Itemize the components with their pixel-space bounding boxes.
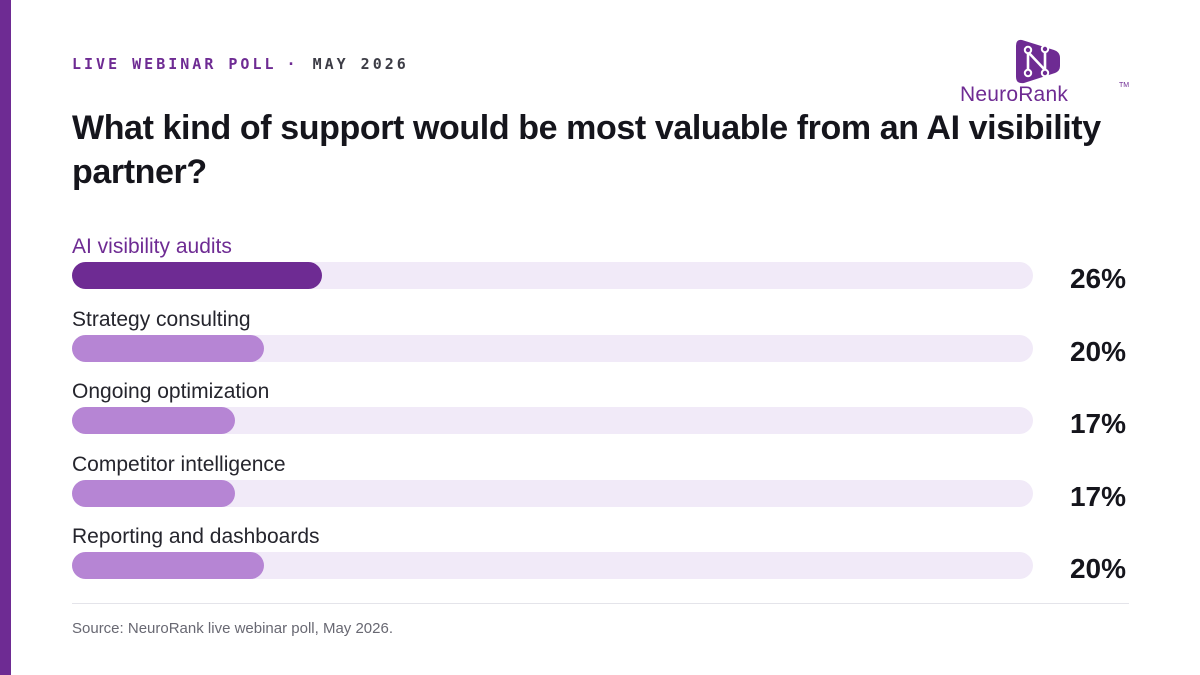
bar-fill (72, 479, 235, 507)
category-label: Competitor intelligence (72, 452, 286, 476)
eyebrow-date: MAY 2026 (312, 55, 409, 73)
bar-track (72, 407, 1033, 434)
bar-row: Ongoing optimization 17% (72, 373, 1132, 446)
bar-fill (72, 262, 322, 289)
value-label: 20% (1069, 553, 1126, 584)
bar-row: Competitor intelligence 17% (72, 446, 1132, 519)
neurorank-logo: NeuroRank TM (955, 38, 1135, 108)
poll-results-chart: AI visibility audits 26% Strategy consulti… (72, 228, 1132, 591)
bar-fill (72, 552, 264, 579)
logo-trademark: TM (1119, 82, 1130, 89)
category-label: Reporting and dashboards (72, 525, 320, 548)
eyebrow-separator: · (286, 55, 299, 73)
left-accent-stripe (0, 0, 11, 675)
bar-track (72, 552, 1033, 579)
value-label: 26% (1069, 263, 1126, 294)
eyebrow: LIVE WEBINAR POLL · MAY 2026 (72, 54, 409, 74)
bar-row: Strategy consulting 20% (72, 301, 1132, 374)
poll-question-title: What kind of support would be most valua… (72, 109, 1101, 191)
bar-track (72, 479, 1033, 507)
category-label: AI visibility audits (72, 235, 232, 258)
bar-track (72, 334, 1033, 362)
value-label: 20% (1069, 335, 1126, 367)
eyebrow-label: LIVE WEBINAR POLL (72, 55, 277, 73)
bar-row: AI visibility audits 26% (72, 228, 1132, 301)
value-label: 17% (1069, 408, 1126, 439)
logo-wordmark: NeuroRank (960, 83, 1069, 106)
bar-fill (72, 334, 264, 362)
value-label: 17% (1069, 480, 1126, 512)
bar-row: Reporting and dashboards 20% (72, 518, 1132, 591)
circuit-n-icon (1016, 39, 1060, 84)
source-note: Source: NeuroRank live webinar poll, May… (72, 620, 393, 637)
category-label: Strategy consulting (72, 307, 251, 331)
footer-divider (72, 603, 1129, 604)
bar-track (72, 262, 1033, 289)
category-label: Ongoing optimization (72, 380, 270, 403)
bar-fill (72, 407, 235, 434)
